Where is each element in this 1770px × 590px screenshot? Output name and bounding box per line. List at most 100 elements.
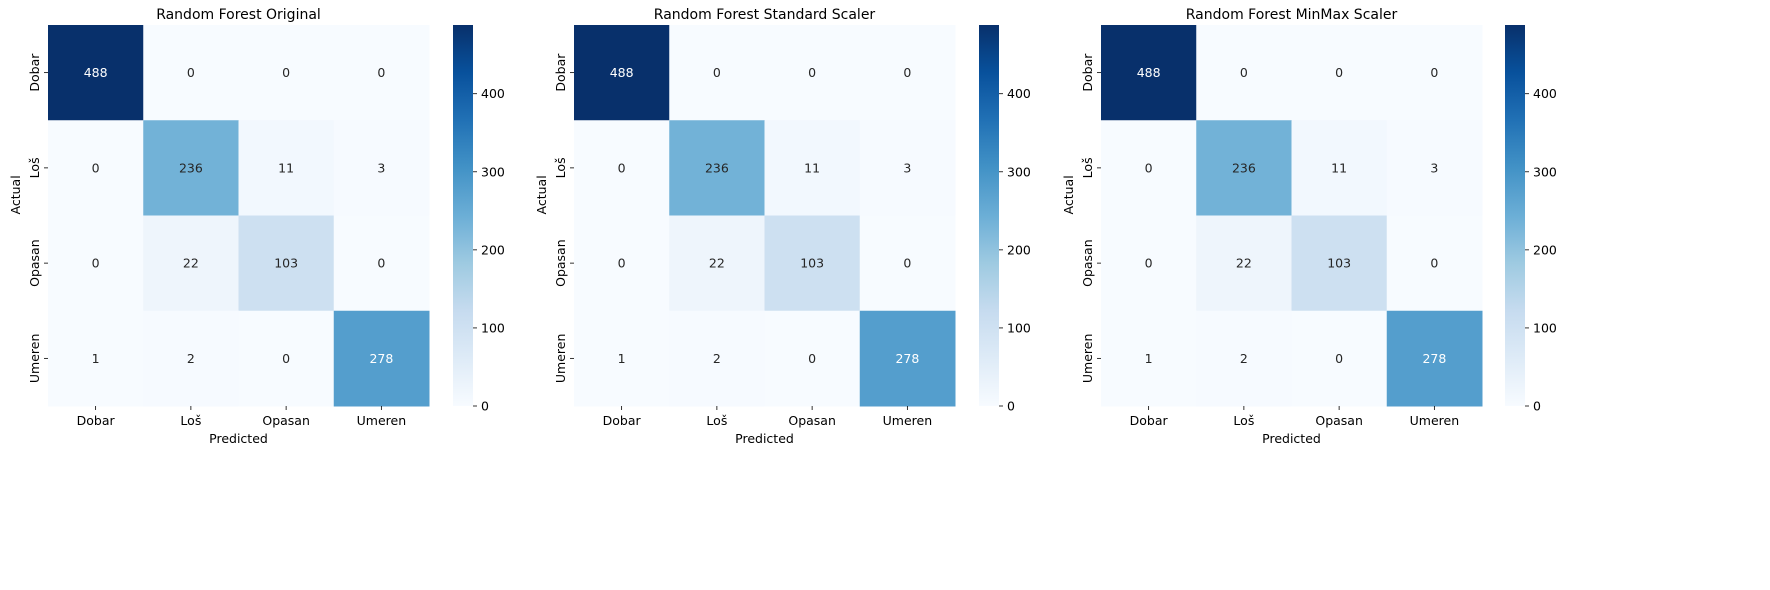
heatmap-cell — [1291, 25, 1388, 121]
cell-value-label: 488 — [1137, 65, 1161, 80]
y-axis-label: Actual — [534, 175, 549, 214]
heatmap-cell — [1101, 215, 1197, 312]
heatmap-cell — [1196, 25, 1292, 121]
chart-title: Random Forest Original — [156, 7, 321, 23]
heatmap-cell — [1101, 310, 1197, 407]
heatmap-cell — [1196, 215, 1292, 312]
cell-value-label: 3 — [1430, 160, 1438, 175]
x-tick-label: Opasan — [1315, 413, 1363, 428]
cell-value-label: 2 — [713, 351, 721, 366]
cell-value-label: 0 — [618, 160, 626, 175]
cell-value-label: 488 — [84, 65, 108, 80]
x-axis-label: Predicted — [1262, 431, 1321, 446]
y-axis-label: Actual — [1061, 175, 1076, 214]
y-tick-label: Dobar — [553, 53, 568, 92]
x-axis-label: Predicted — [209, 431, 268, 446]
cell-value-label: 1 — [92, 351, 100, 366]
heatmap-cell — [574, 120, 670, 216]
heatmap-cell — [1386, 25, 1483, 121]
colorbar — [979, 25, 999, 406]
cell-value-label: 0 — [1430, 65, 1438, 80]
colorbar-tick-label: 0 — [1007, 399, 1015, 414]
cell-value-label: 0 — [1145, 256, 1153, 271]
heatmap-cell — [574, 310, 670, 407]
heatmap-cell — [333, 310, 430, 407]
colorbar-tick-label: 300 — [1007, 164, 1031, 179]
colorbar-tick-label: 400 — [481, 86, 505, 101]
x-tick-label: Opasan — [262, 413, 310, 428]
y-axis-label: Actual — [8, 175, 23, 214]
colorbar-tick-label: 400 — [1533, 86, 1557, 101]
x-tick-label: Loš — [1233, 413, 1254, 428]
y-tick-label: Loš — [553, 157, 568, 178]
colorbar-tick-label: 0 — [481, 399, 489, 414]
cell-value-label: 0 — [1145, 160, 1153, 175]
heatmap-cell — [143, 25, 239, 121]
y-tick-label: Opasan — [1080, 239, 1095, 287]
cell-value-label: 0 — [1335, 65, 1343, 80]
x-tick-label: Umeren — [883, 413, 933, 428]
heatmap-cell — [574, 25, 670, 121]
colorbar — [453, 25, 473, 406]
heatmap-cell — [333, 25, 430, 121]
heatmap-cell — [1196, 120, 1292, 216]
cell-value-label: 0 — [377, 256, 385, 271]
heatmap-cell — [238, 25, 335, 121]
colorbar-tick-label: 300 — [481, 164, 505, 179]
cell-value-label: 3 — [377, 160, 385, 175]
heatmap-cell — [48, 310, 144, 407]
cell-value-label: 0 — [1430, 256, 1438, 271]
chart-title: Random Forest MinMax Scaler — [1186, 7, 1398, 23]
y-tick-label: Loš — [1080, 157, 1095, 178]
heatmap-cell — [574, 215, 670, 312]
cell-value-label: 1 — [1145, 351, 1153, 366]
x-axis-label: Predicted — [735, 431, 794, 446]
heatmap-cell — [1101, 120, 1197, 216]
heatmap-cell — [1291, 215, 1388, 312]
heatmap-cell — [1291, 310, 1388, 407]
cell-value-label: 0 — [282, 351, 290, 366]
x-tick-label: Loš — [706, 413, 727, 428]
cell-value-label: 0 — [377, 65, 385, 80]
heatmap-cell — [333, 120, 430, 216]
colorbar-tick-label: 100 — [481, 320, 505, 335]
heatmap-cell — [143, 120, 239, 216]
cell-value-label: 103 — [1327, 256, 1351, 271]
cell-value-label: 0 — [187, 65, 195, 80]
heatmap-cell — [764, 215, 861, 312]
heatmap-cell — [1291, 120, 1388, 216]
colorbar-tick-label: 0 — [1533, 399, 1541, 414]
cell-value-label: 22 — [709, 256, 725, 271]
heatmap-cell — [48, 25, 144, 121]
cell-value-label: 22 — [183, 256, 199, 271]
cell-value-label: 103 — [800, 256, 824, 271]
x-tick-label: Dobar — [603, 413, 642, 428]
y-tick-label: Dobar — [27, 53, 42, 92]
heatmap-cell — [238, 215, 335, 312]
cell-value-label: 2 — [187, 351, 195, 366]
heatmap-panel-2: Random Forest Standard Scaler 488 0 0 0 0 236 1… — [534, 7, 1031, 446]
heatmap-cell — [1386, 120, 1483, 216]
cell-value-label: 278 — [895, 351, 919, 366]
cell-value-label: 0 — [92, 256, 100, 271]
colorbar-tick-label: 300 — [1533, 164, 1557, 179]
heatmap-cell — [669, 25, 765, 121]
cell-value-label: 0 — [808, 65, 816, 80]
cell-value-label: 0 — [92, 160, 100, 175]
cell-value-label: 0 — [903, 256, 911, 271]
cell-value-label: 1 — [618, 351, 626, 366]
heatmap-cell — [1386, 215, 1483, 312]
heatmap-cell — [143, 310, 239, 407]
heatmap-cell — [669, 120, 765, 216]
heatmap-cell — [764, 120, 861, 216]
cell-value-label: 0 — [903, 65, 911, 80]
y-tick-label: Umeren — [27, 334, 42, 384]
cell-value-label: 0 — [1240, 65, 1248, 80]
heatmap-cell — [1196, 310, 1292, 407]
heatmap-panel-3: Random Forest MinMax Scaler 488 0 0 0 0 236 11 3… — [1061, 7, 1557, 446]
y-tick-label: Opasan — [553, 239, 568, 287]
cell-value-label: 278 — [1422, 351, 1446, 366]
x-tick-label: Umeren — [1410, 413, 1460, 428]
cell-value-label: 3 — [903, 160, 911, 175]
